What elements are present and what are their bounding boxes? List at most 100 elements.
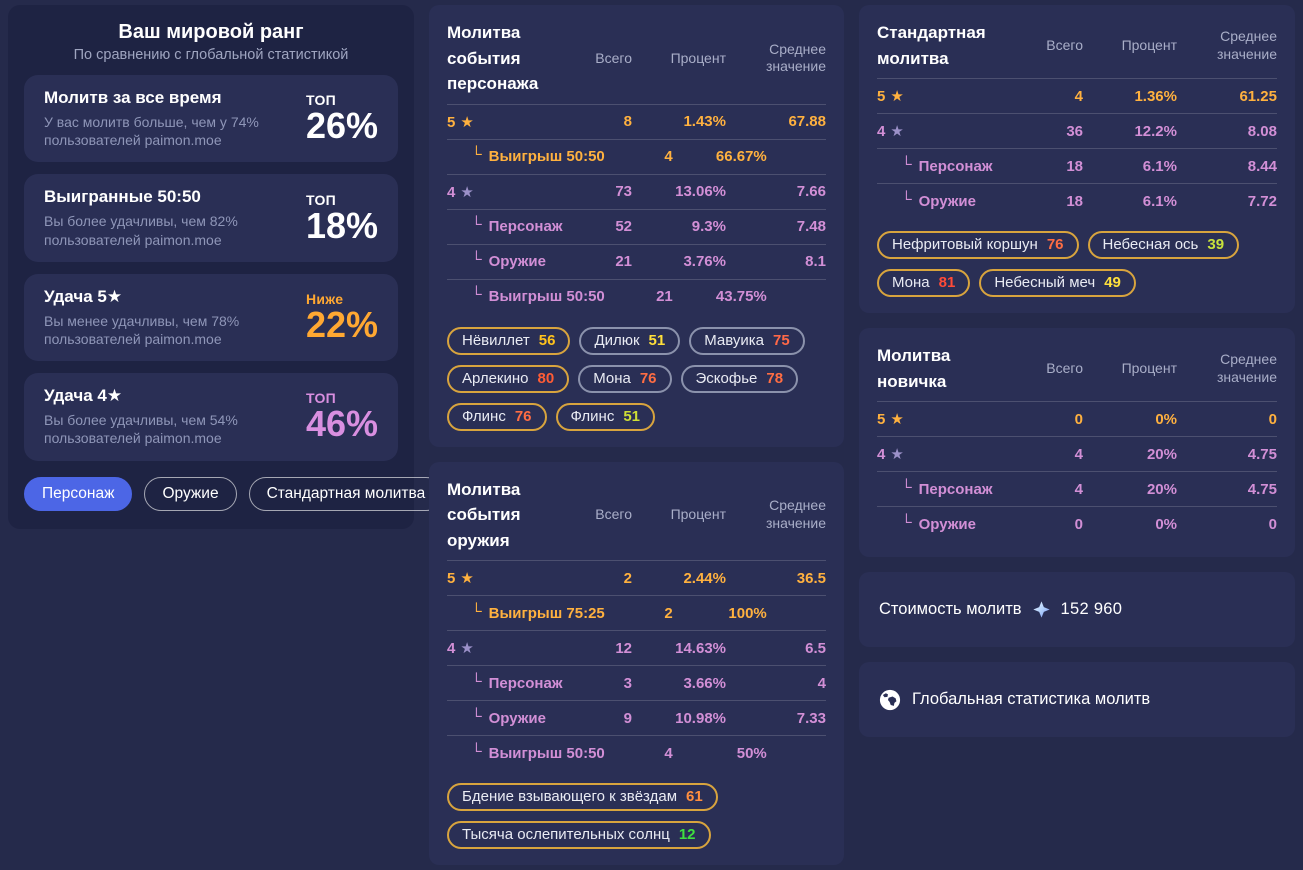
rank-card-title: Молитв за все время [44, 88, 222, 107]
rank-card-description: Вы более удачливы, чем 82% пользователей… [44, 213, 238, 248]
rank-badge: ТОП [305, 92, 336, 109]
star-icon: ★ [460, 640, 474, 657]
table-header: Молитва события персонажа Всего Процент … [447, 20, 826, 104]
header-average: Среднее значение [1216, 28, 1277, 62]
star-icon: ★ [890, 411, 904, 428]
world-rank-panel: Ваш мировой ранг По сравнению с глобальн… [8, 5, 444, 529]
pity-pill: Флинс 76 [447, 402, 547, 431]
pity-pill: Дилюк 51 [579, 326, 681, 355]
star-icon: ★ [460, 570, 474, 587]
pity-pill: Тысяча ослепительных солнц 12 [447, 821, 711, 849]
pity-pill: Нефритовый коршун 76 [877, 231, 1079, 259]
branch-icon: └ [471, 251, 482, 268]
rank-badge: ТОП [305, 390, 336, 407]
global-stats-panel[interactable]: Глобальная статистика молитв [859, 662, 1295, 737]
header-percent: Процент [670, 506, 726, 522]
pity-pill: Нёвиллет 56 [447, 326, 571, 355]
wish-cost-value: 152 960 [1060, 600, 1123, 618]
rank-card-value: ТОП 46% [298, 391, 378, 442]
branch-icon: └ [471, 146, 482, 163]
row-4star-win5050: └ Выигрыш 50:50 4 50% [447, 735, 826, 770]
pity-pill-list: Нёвиллет 56 Дилюк 51 Мавуика 75 Арлекино 80 … [447, 326, 826, 431]
banner-title: Молитва события персонажа [447, 23, 539, 93]
banner-title: Молитва новичка [877, 346, 951, 391]
pity-pill: Мавуика 75 [689, 326, 805, 355]
rank-card-title: Выигранные 50:50 [44, 187, 201, 207]
star-icon: ★ [890, 446, 904, 463]
branch-icon: └ [901, 190, 912, 208]
header-average: Среднее значение [1216, 351, 1277, 385]
tab-weapon[interactable]: Оружие [144, 476, 237, 511]
star-icon: ★ [890, 88, 904, 105]
primogem-icon [1032, 601, 1050, 618]
rank-card-description: У вас молитв больше, чем у 74% пользоват… [44, 114, 259, 149]
header-total: Всего [595, 506, 632, 522]
branch-icon: └ [471, 742, 482, 760]
tab-standard[interactable]: Стандартная молитва [248, 476, 444, 511]
rank-card-description: Вы более удачливы, чем 54% пользователей… [44, 412, 238, 447]
row-4star: 4 ★ 73 13.06% 7.66 [447, 173, 826, 209]
pity-pill: Небесная ось 39 [1087, 231, 1240, 259]
row-4star-weapon: └ Оружие 9 10.98% 7.33 [447, 700, 826, 735]
row-4star-character: └ Персонаж 3 3.66% 4 [447, 665, 826, 700]
pity-pill: Флинс 51 [555, 402, 656, 431]
rank-percent: 26% [305, 105, 378, 147]
branch-icon: └ [471, 286, 482, 303]
rank-card-title: Удача 5★ [44, 286, 123, 306]
row-4star: 4 ★ 4 20% 4.75 [877, 436, 1277, 471]
header-total: Всего [1046, 36, 1083, 53]
pity-pill: Небесный меч 49 [979, 269, 1136, 297]
rank-percent: 46% [305, 403, 378, 445]
global-stats-link[interactable]: Глобальная статистика молитв [912, 690, 1151, 708]
rank-card-title: Удача 4★ [44, 386, 123, 406]
row-4star-weapon: └ Оружие 0 0% 0 [877, 506, 1277, 541]
beginner-banner-panel: Молитва новичка Всего Процент Среднее зн… [859, 328, 1295, 557]
pity-pill: Эскофье 78 [680, 364, 799, 393]
pity-pill-list: Нефритовый коршун 76 Небесная ось 39 Мона 8… [877, 231, 1277, 297]
header-average: Среднее значение [765, 497, 826, 531]
row-4star: 4 ★ 12 14.63% 6.5 [447, 630, 826, 665]
pity-pill: Бдение взывающего к звёздам 61 [447, 783, 718, 811]
row-4star: 4 ★ 36 12.2% 8.08 [877, 113, 1277, 148]
branch-icon: └ [901, 155, 912, 173]
banner-title: Молитва события оружия [447, 479, 521, 550]
banner-tabs: Персонаж Оружие Стандартная молитва [24, 476, 444, 511]
pity-pill-list: Бдение взывающего к звёздам 61 Тысяча осл… [447, 783, 826, 849]
globe-icon [879, 689, 901, 711]
rank-badge: ТОП [305, 191, 336, 208]
header-percent: Процент [670, 49, 726, 66]
table-header: Молитва события оружия Всего Процент Сре… [447, 477, 826, 561]
row-4star-character: └ Персонаж 52 9.3% 7.48 [447, 208, 826, 244]
rank-card-value: Ниже 22% [298, 292, 378, 343]
row-5star: 5 ★ 2 2.44% 36.5 [447, 560, 826, 595]
world-rank-title: Ваш мировой ранг [118, 21, 304, 43]
rank-card-lifetime-pulls: Молитв за все время У вас молитв больше,… [24, 75, 398, 163]
pity-pill: Мона 81 [877, 269, 971, 297]
character-banner-panel: Молитва события персонажа Всего Процент … [429, 5, 844, 447]
row-4star-weapon: └ Оружие 21 3.76% 8.1 [447, 243, 826, 279]
header-average: Среднее значение [765, 40, 826, 75]
branch-icon: └ [901, 513, 912, 531]
banner-title: Стандартная молитва [877, 23, 986, 68]
header-total: Всего [1046, 359, 1083, 376]
wish-cost-label: Стоимость молитв [879, 600, 1022, 618]
world-rank-subtitle: По сравнению с глобальной статистикой [73, 47, 349, 63]
rank-badge: Ниже [305, 290, 344, 307]
header-percent: Процент [1121, 359, 1177, 376]
row-5star: 5 ★ 8 1.43% 67.88 [447, 103, 826, 139]
pity-pill: Арлекино 80 [447, 364, 570, 393]
star-icon: ★ [460, 183, 474, 201]
branch-icon: └ [471, 707, 482, 725]
rank-card-value: ТОП 18% [298, 193, 378, 244]
pity-pill: Мона 76 [578, 364, 672, 393]
star-icon: ★ [460, 113, 474, 131]
row-5star-win5050: └ Выигрыш 50:50 4 66.67% [447, 138, 826, 174]
table-header: Стандартная молитва Всего Процент Средне… [877, 20, 1277, 78]
branch-icon: └ [471, 672, 482, 690]
header-total: Всего [595, 49, 632, 66]
header-percent: Процент [1121, 36, 1177, 53]
table-header: Молитва новичка Всего Процент Среднее зн… [877, 343, 1277, 401]
branch-icon: └ [901, 478, 912, 496]
tab-character[interactable]: Персонаж [24, 476, 133, 511]
rank-percent: 18% [305, 204, 378, 246]
